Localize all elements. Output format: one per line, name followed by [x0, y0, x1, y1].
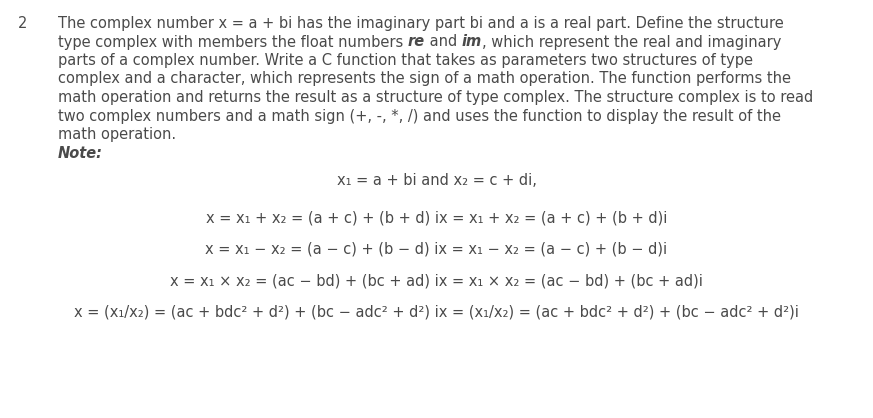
Text: two complex numbers and a math sign (+, -, *, /) and uses the function to displa: two complex numbers and a math sign (+, … [58, 109, 781, 123]
Text: x = x₁ − x₂ = (a − c) + (b − d) ix = x₁ − x₂ = (a − c) + (b − d)i: x = x₁ − x₂ = (a − c) + (b − d) ix = x₁ … [205, 242, 668, 257]
Text: re: re [408, 35, 425, 49]
Text: x = x₁ + x₂ = (a + c) + (b + d) ix = x₁ + x₂ = (a + c) + (b + d)i: x = x₁ + x₂ = (a + c) + (b + d) ix = x₁ … [206, 210, 667, 225]
Text: x = (x₁/x₂) = (ac + bdc² + d²) + (bc − adc² + d²) ix = (x₁/x₂) = (ac + bdc² + d²: x = (x₁/x₂) = (ac + bdc² + d²) + (bc − a… [74, 305, 799, 320]
Text: complex and a character, which represents the sign of a math operation. The func: complex and a character, which represent… [58, 71, 791, 87]
Text: im: im [462, 35, 482, 49]
Text: The complex number x = a + bi has the imaginary part bi and a is a real part. De: The complex number x = a + bi has the im… [58, 16, 784, 31]
Text: and: and [425, 35, 462, 49]
Text: x = x₁ × x₂ = (ac − bd) + (bc + ad) ix = x₁ × x₂ = (ac − bd) + (bc + ad)i: x = x₁ × x₂ = (ac − bd) + (bc + ad) ix =… [170, 273, 703, 288]
Text: , which represent the real and imaginary: , which represent the real and imaginary [482, 35, 781, 49]
Text: math operation.: math operation. [58, 127, 176, 142]
Text: parts of a complex number. Write a C function that takes as parameters two struc: parts of a complex number. Write a C fun… [58, 53, 753, 68]
Text: 2: 2 [18, 16, 27, 31]
Text: Note:: Note: [58, 145, 103, 161]
Text: type complex with members the float numbers: type complex with members the float numb… [58, 35, 408, 49]
Text: x₁ = a + bi and x₂ = c + di,: x₁ = a + bi and x₂ = c + di, [337, 173, 536, 188]
Text: math operation and returns the result as a structure of type complex. The struct: math operation and returns the result as… [58, 90, 814, 105]
